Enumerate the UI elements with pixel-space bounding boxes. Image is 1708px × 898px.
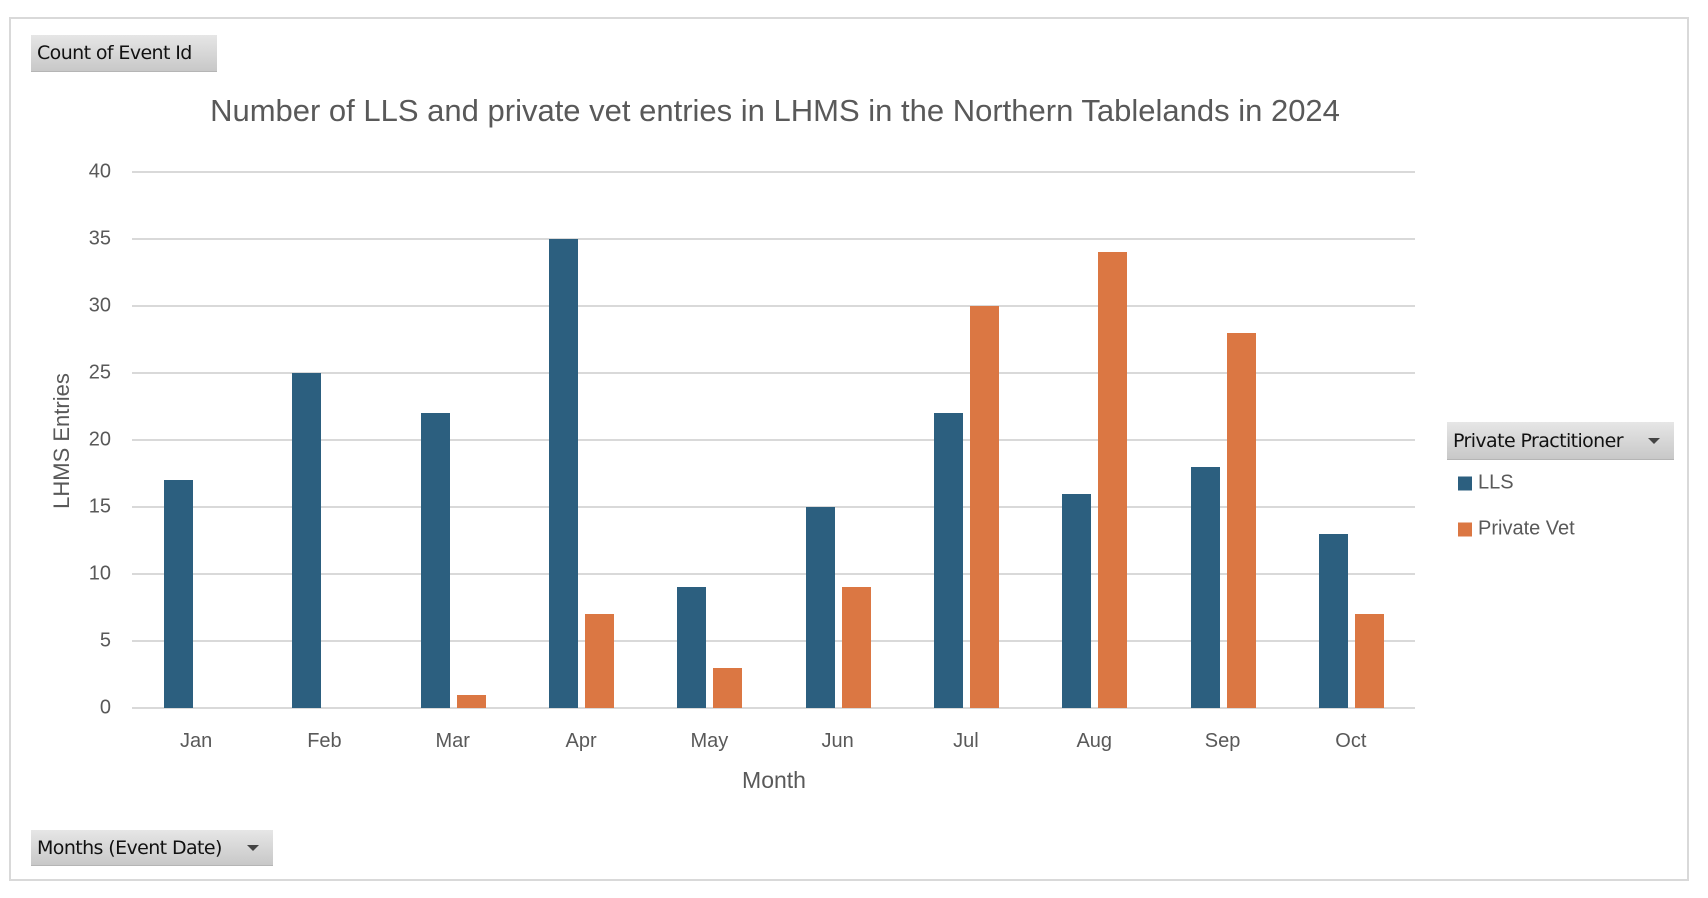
legend-label-lls: LLS [1478,471,1514,494]
y-tick-label: 30 [88,294,111,317]
x-tick-label: Aug [1076,730,1113,752]
x-tick-label: Mar [435,730,470,752]
legend-item-lls: LLS [1458,472,1514,495]
bar-lls[interactable] [292,373,322,708]
legend-label-private-vet: Private Vet [1478,517,1575,540]
bar-lls[interactable] [1062,493,1092,708]
x-tick-label: Feb [307,730,342,752]
bar-private-vet[interactable] [1226,332,1256,708]
x-tick-label: Jun [821,730,854,752]
bar-private-vet[interactable] [969,306,999,708]
bar-private-vet[interactable] [456,694,486,708]
bar-lls[interactable] [1190,466,1220,708]
bar-lls[interactable] [933,413,963,708]
y-tick-label: 0 [99,696,111,719]
gridline [132,171,1415,173]
legend-swatch-private-vet [1458,522,1472,536]
y-tick-label: 20 [88,428,111,451]
values-field-label: Count of Event Id [37,42,192,64]
values-field-button[interactable]: Count of Event Id [31,35,217,72]
bar-lls[interactable] [164,480,194,708]
y-tick-label: 5 [99,629,111,652]
bar-lls[interactable] [677,587,707,708]
x-tick-label: Sep [1204,730,1241,752]
y-axis-title: LHMS Entries [49,373,74,509]
bar-private-vet[interactable] [713,667,743,708]
chart-title: Number of LLS and private vet entries in… [210,93,1340,128]
legend-swatch-lls [1458,476,1472,490]
axis-field-label: Months (Event Date) [37,836,222,859]
gridline [132,573,1415,575]
gridline [132,238,1415,240]
y-tick-label: 10 [88,562,111,585]
x-tick-label: Jan [180,730,213,752]
y-tick-label: 25 [88,361,111,384]
bar-lls[interactable] [1318,533,1348,708]
axis-field-button[interactable]: Months (Event Date) [31,830,273,866]
dropdown-arrow-icon [1648,437,1660,444]
bar-private-vet[interactable] [1354,614,1384,708]
dropdown-arrow-icon [247,844,259,851]
legend-field-button[interactable]: Private Practitioner [1447,422,1674,460]
bar-private-vet[interactable] [841,587,871,708]
legend-item-private-vet: Private Vet [1458,518,1575,541]
y-tick-label: 35 [88,227,111,250]
y-tick-label: 40 [88,160,111,183]
x-tick-label: Oct [1335,730,1367,752]
bar-private-vet[interactable] [585,614,615,708]
legend-field-label: Private Practitioner [1453,429,1624,452]
gridline [132,305,1415,307]
chart-frame [9,17,1689,881]
bar-lls[interactable] [805,507,835,708]
x-axis-title: Month [742,767,806,793]
x-tick-label: May [690,730,729,752]
gridline [132,707,1415,709]
bar-private-vet[interactable] [1098,252,1128,708]
bar-lls[interactable] [420,413,450,708]
y-tick-label: 15 [88,495,111,518]
x-tick-label: Jul [953,730,979,752]
gridline [132,372,1415,374]
bar-lls[interactable] [549,239,579,708]
gridline [132,439,1415,441]
gridline [132,640,1415,642]
gridline [132,506,1415,508]
x-tick-label: Apr [565,730,597,752]
